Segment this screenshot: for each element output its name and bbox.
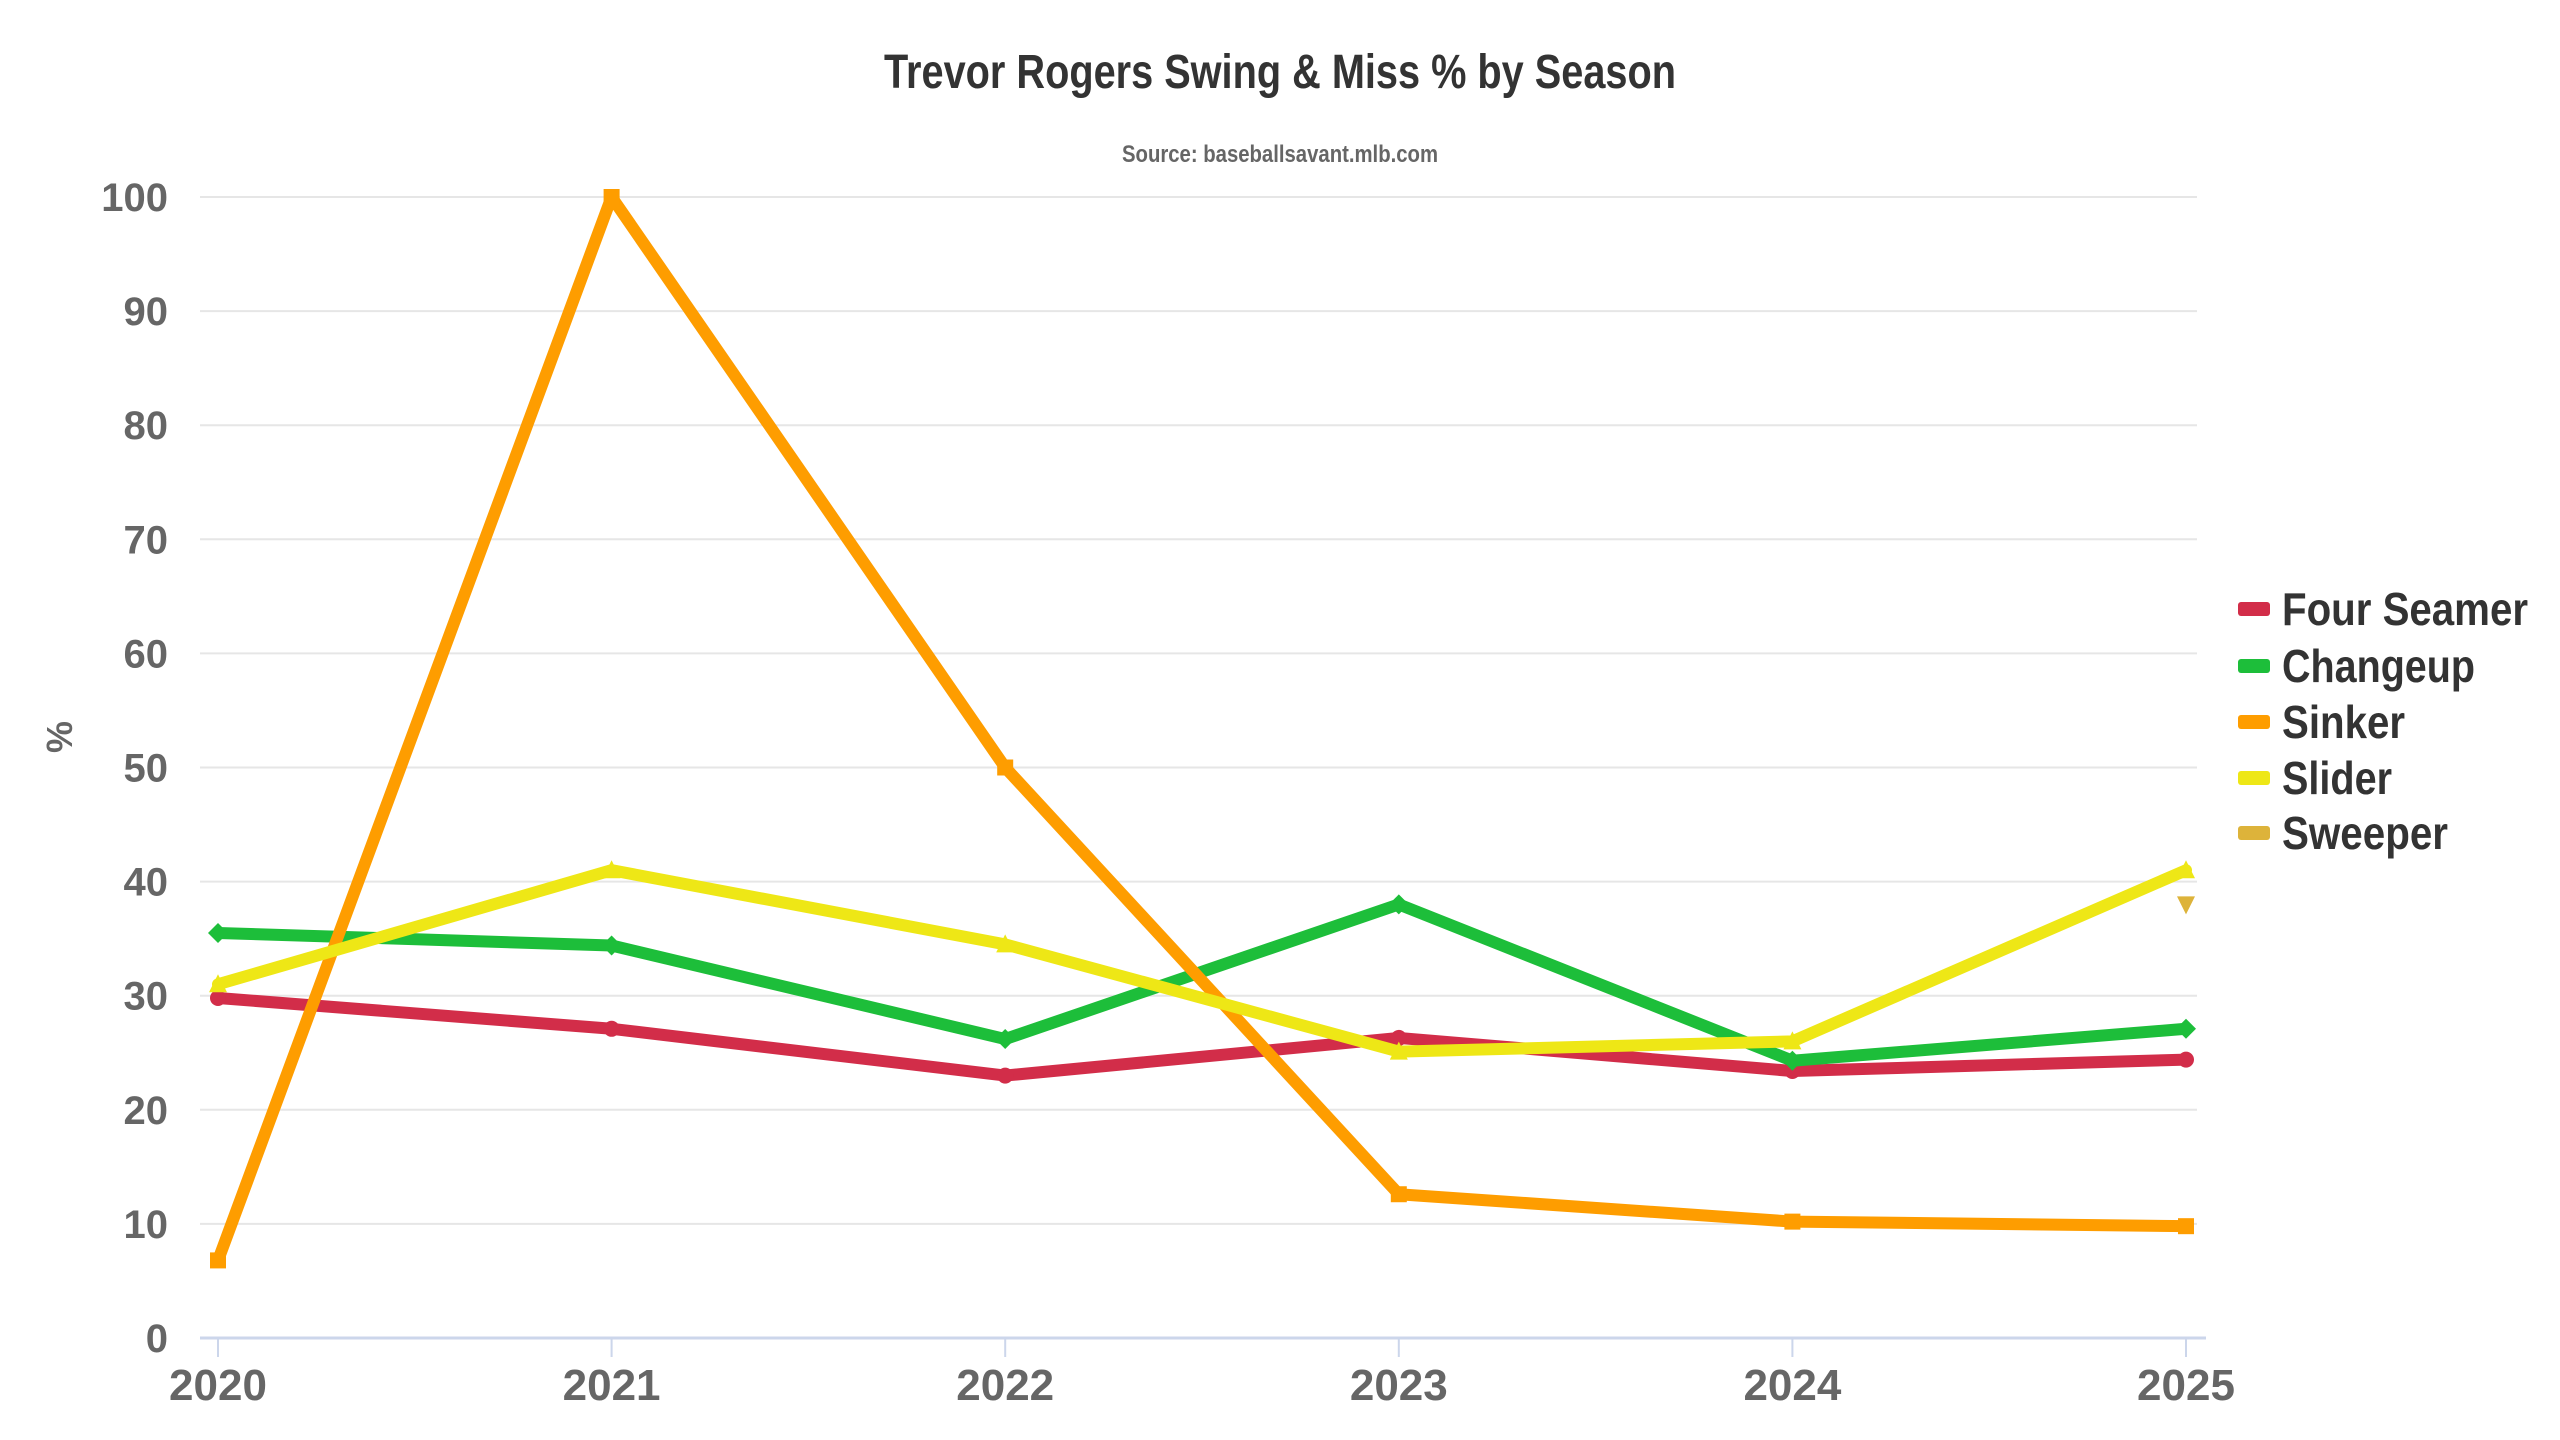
series-group (208, 189, 2196, 1269)
y-tick-label: 100 (101, 176, 168, 220)
legend-swatch-icon (2238, 602, 2270, 616)
y-tick-label: 90 (124, 290, 169, 334)
data-point-square-marker[interactable] (1390, 1186, 1407, 1203)
chart-title: Trevor Rogers Swing & Miss % by Season (884, 46, 1676, 99)
series-sinker[interactable] (210, 189, 2194, 1269)
x-tick-label: 2024 (1743, 1361, 1841, 1410)
series-line[interactable] (212, 898, 2192, 1067)
chart-subtitle: Source: baseballsavant.mlb.com (1122, 141, 1438, 168)
data-point-square-marker[interactable] (1784, 1213, 1801, 1230)
y-axis-tick-labels: 0 10 20 30 40 50 60 70 80 90 100 (101, 176, 168, 1361)
y-tick-label: 20 (124, 1089, 169, 1133)
y-axis-title: % (39, 721, 80, 753)
legend-swatch-icon (2238, 715, 2270, 729)
y-tick-label: 80 (124, 404, 169, 448)
series-line[interactable] (212, 864, 2192, 1058)
data-point-triangle-marker[interactable] (1389, 1041, 1408, 1060)
data-point-diamond-marker[interactable] (1782, 1050, 1803, 1071)
data-point-diamond-marker[interactable] (2176, 1018, 2196, 1039)
x-tick-label: 2023 (1350, 1361, 1448, 1410)
x-tick-label: 2025 (2137, 1361, 2235, 1410)
legend-swatch-icon (2238, 771, 2270, 785)
y-tick-label: 50 (124, 747, 169, 791)
data-point-circle-marker[interactable] (997, 1067, 1014, 1084)
y-tick-label: 60 (124, 632, 169, 676)
legend-item-sweeper[interactable]: Sweeper (2238, 807, 2448, 859)
legend-label[interactable]: Four Seamer (2282, 583, 2528, 635)
data-point-circle-marker[interactable] (603, 1020, 620, 1037)
series-slider[interactable] (209, 860, 2195, 1060)
data-point-diamond-marker[interactable] (601, 935, 622, 956)
x-tick-label: 2021 (563, 1361, 661, 1410)
data-point-triangle-marker[interactable] (209, 974, 227, 993)
data-point-square-marker[interactable] (2178, 1218, 2194, 1235)
data-point-triangle-marker[interactable] (1783, 1031, 1802, 1050)
x-tick-label: 2020 (169, 1361, 267, 1410)
data-point-triangle-marker[interactable] (2177, 860, 2195, 879)
data-point-diamond-marker[interactable] (1388, 894, 1409, 915)
y-tick-label: 30 (124, 975, 169, 1019)
series-sweeper[interactable] (2177, 896, 2195, 915)
data-point-diamond-marker[interactable] (208, 922, 228, 943)
y-tick-label: 70 (124, 518, 169, 562)
data-point-square-marker[interactable] (997, 759, 1014, 776)
data-point-square-marker[interactable] (603, 189, 620, 205)
y-tick-label: 10 (124, 1203, 169, 1247)
data-point-triangle-down-marker[interactable] (2177, 896, 2195, 915)
y-tick-label: 40 (124, 861, 169, 905)
legend-item-changeup[interactable]: Changeup (2238, 640, 2475, 692)
data-point-triangle-marker[interactable] (602, 860, 621, 879)
series-line[interactable] (212, 191, 2192, 1267)
data-point-diamond-marker[interactable] (995, 1029, 1016, 1050)
series-changeup[interactable] (208, 894, 2196, 1071)
data-point-circle-marker[interactable] (1784, 1063, 1801, 1080)
legend-item-four-seamer[interactable]: Four Seamer (2238, 583, 2528, 635)
y-tick-label: 0 (146, 1317, 168, 1361)
data-point-circle-marker[interactable] (1390, 1029, 1407, 1046)
data-point-circle-marker[interactable] (2178, 1051, 2194, 1068)
legend-label[interactable]: Sinker (2282, 696, 2405, 748)
legend-label[interactable]: Slider (2282, 752, 2392, 804)
legend-swatch-icon (2238, 659, 2270, 673)
legend-label[interactable]: Changeup (2282, 640, 2475, 692)
series-four-seamer[interactable] (210, 989, 2194, 1084)
x-tick-label: 2022 (956, 1361, 1054, 1410)
data-point-square-marker[interactable] (210, 1252, 226, 1269)
series-line[interactable] (212, 991, 2192, 1082)
data-point-triangle-marker[interactable] (996, 934, 1015, 953)
legend-label[interactable]: Sweeper (2282, 807, 2448, 859)
x-axis-ticks: 2020 2021 2022 2023 2024 2025 (169, 1338, 2235, 1410)
legend-item-slider[interactable]: Slider (2238, 752, 2392, 804)
legend-swatch-icon (2238, 826, 2270, 840)
legend-item-sinker[interactable]: Sinker (2238, 696, 2405, 748)
data-point-circle-marker[interactable] (210, 989, 226, 1006)
